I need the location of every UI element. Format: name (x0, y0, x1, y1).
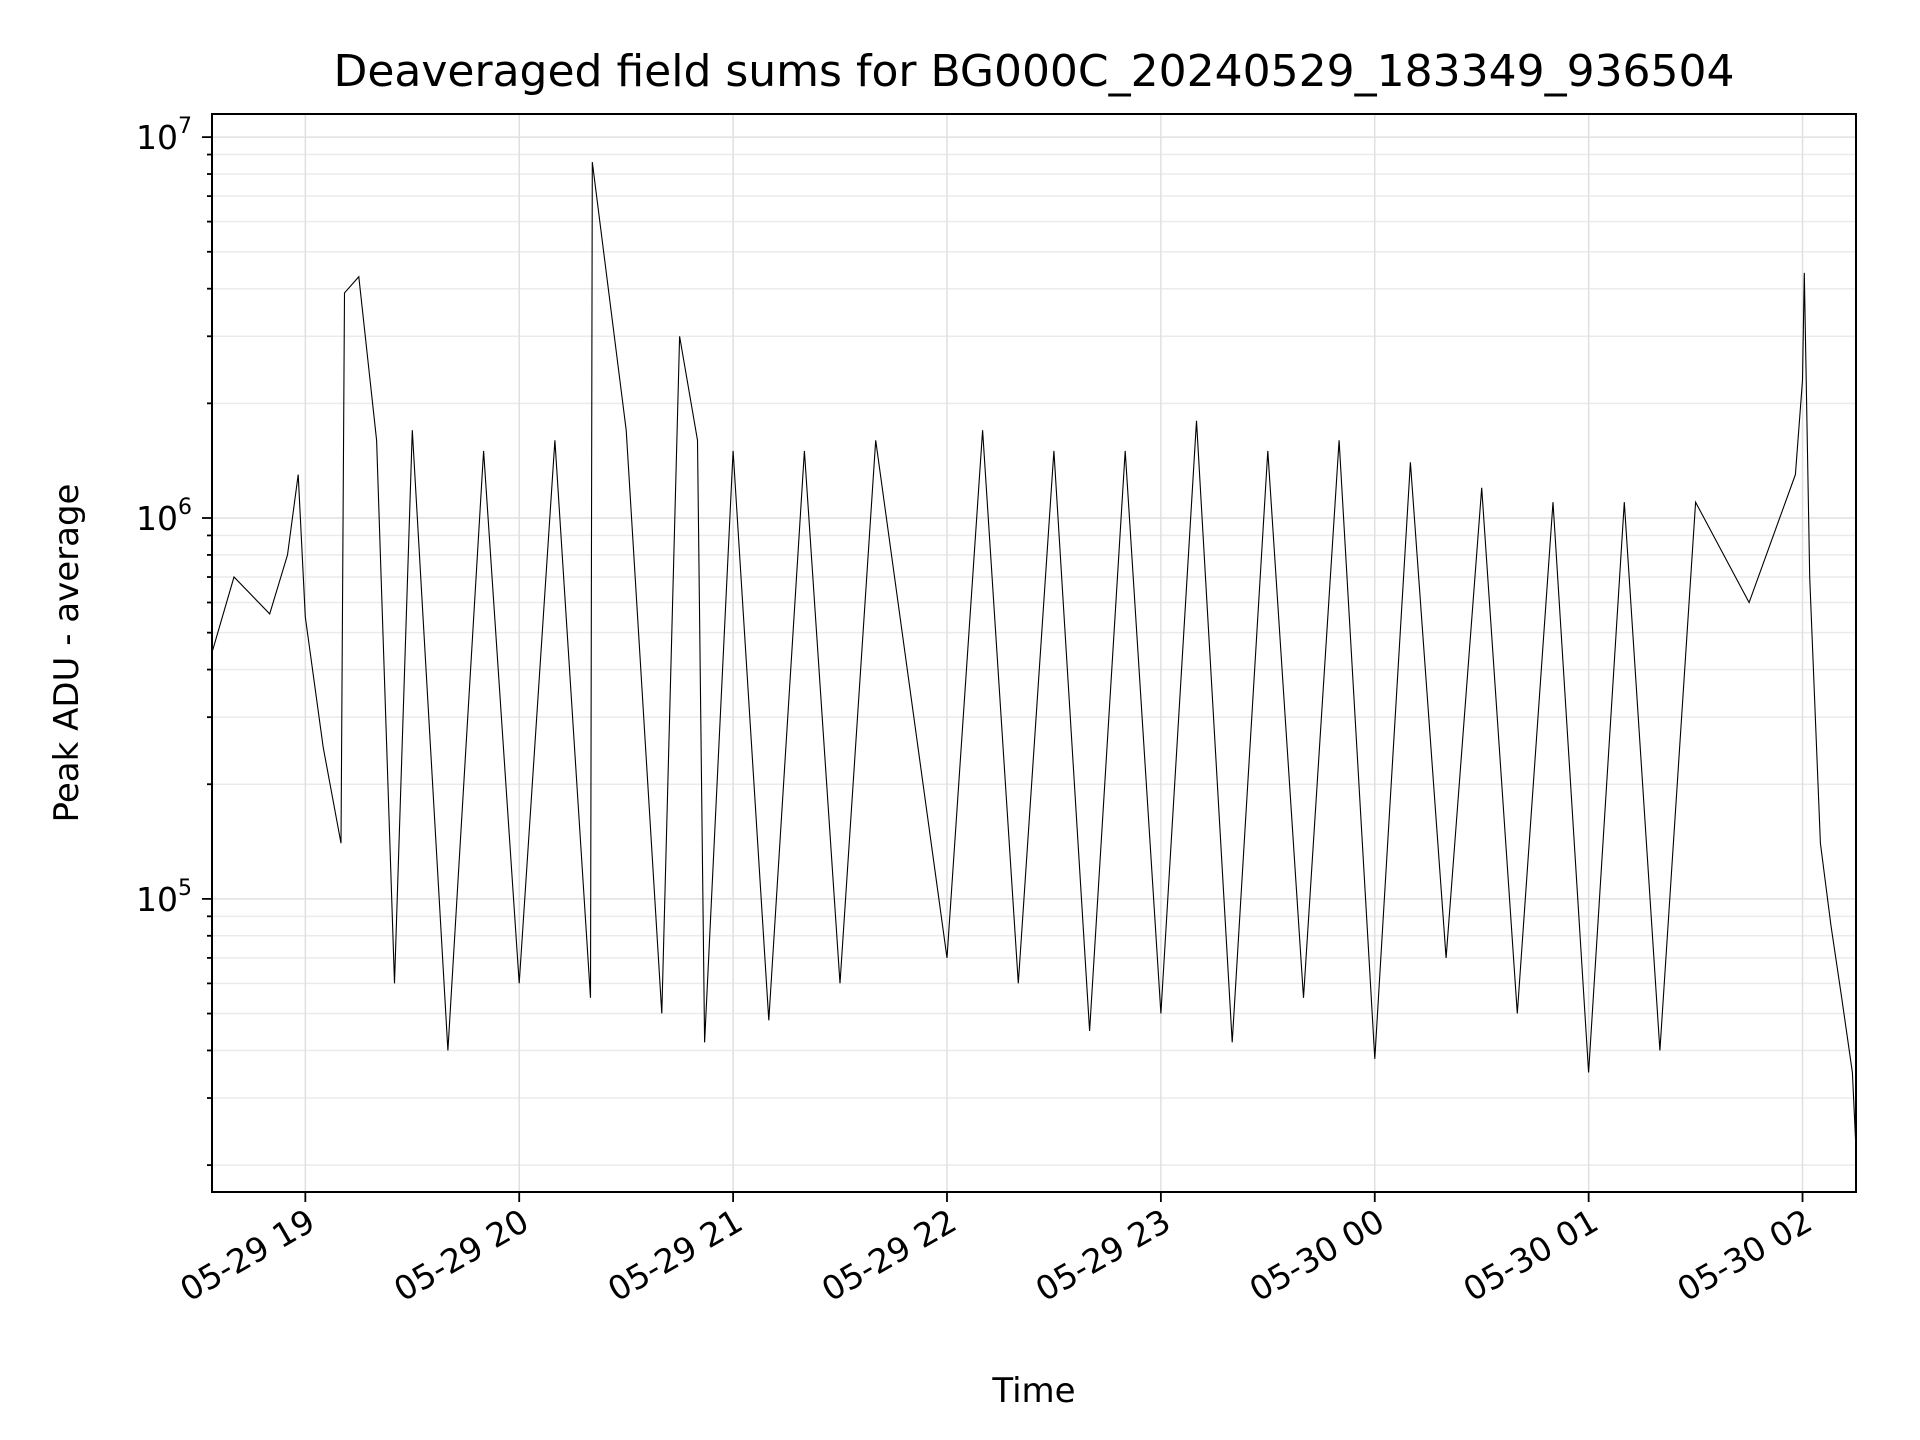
y-tick-base: 10 (136, 118, 178, 157)
y-tick-label: 106 (136, 495, 192, 538)
plot-area-frame (211, 113, 1857, 1193)
y-tick-exponent: 7 (178, 114, 192, 139)
y-axis-label: Peak ADU - average (47, 484, 87, 823)
y-tick-base: 10 (136, 880, 178, 919)
y-tick-label: 107 (136, 114, 192, 157)
series-line (212, 162, 1857, 1150)
chart-title: Deaveraged field sums for BG000C_2024052… (333, 46, 1734, 97)
y-tick-label: 105 (136, 876, 192, 919)
y-tick-base: 10 (136, 499, 178, 538)
grid-lines (212, 114, 1856, 1192)
y-tick-exponent: 5 (178, 876, 192, 901)
x-axis-label: Time (991, 1371, 1075, 1411)
y-tick-exponent: 6 (178, 495, 192, 520)
series-layer (212, 162, 1857, 1150)
